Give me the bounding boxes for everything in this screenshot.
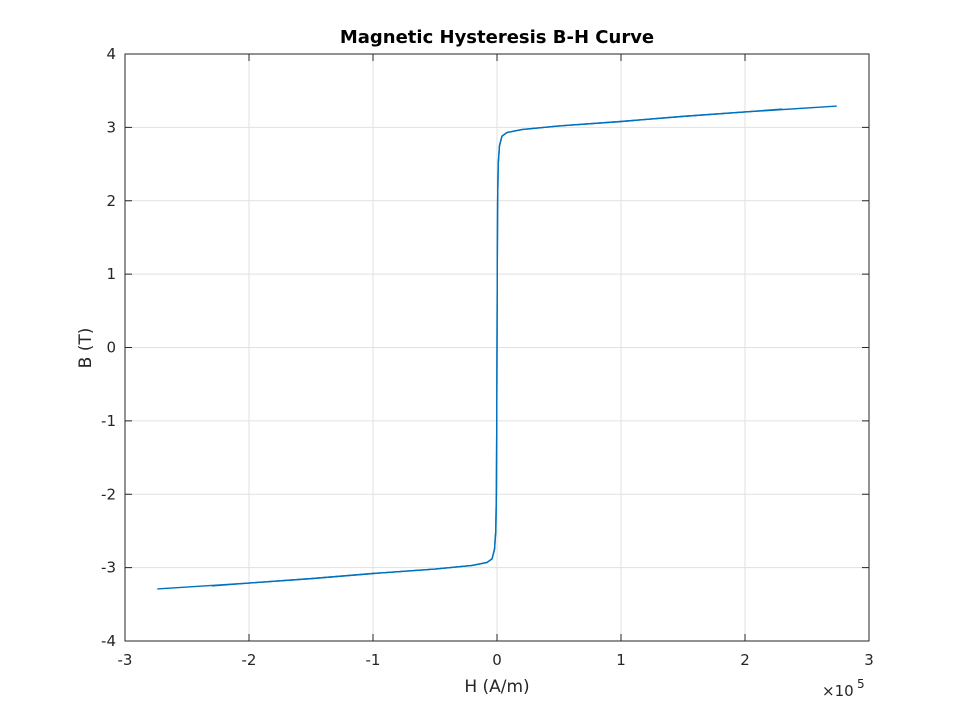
x-tick-label: 1 <box>616 651 626 669</box>
x-tick-label: -3 <box>118 651 133 669</box>
y-axis-label: B (T) <box>76 328 96 369</box>
y-tick-label: 4 <box>106 45 116 63</box>
x-axis-label: H (A/m) <box>464 677 529 697</box>
x-tick-label: -2 <box>242 651 257 669</box>
x-tick-label: 0 <box>492 651 502 669</box>
x-tick-label: 3 <box>864 651 874 669</box>
y-tick-label: -2 <box>101 485 116 503</box>
series-line-2 <box>157 108 783 590</box>
y-tick-label: -1 <box>101 412 116 430</box>
data-series <box>157 105 837 590</box>
y-tick-label: 2 <box>106 192 116 210</box>
x-axis-exponent: ×10 5 <box>822 677 865 700</box>
x-exponent-base: ×10 <box>822 682 854 700</box>
tick-marks <box>124 53 870 642</box>
y-tick-label: -4 <box>101 632 116 650</box>
x-tick-label: -1 <box>366 651 381 669</box>
y-tick-label: 0 <box>106 339 116 357</box>
y-tick-label: 3 <box>106 118 116 136</box>
x-tick-label: 2 <box>740 651 750 669</box>
y-tick-label: -3 <box>101 559 116 577</box>
x-exponent-power: 5 <box>857 677 865 691</box>
chart-title: Magnetic Hysteresis B-H Curve <box>340 27 654 48</box>
y-tick-label: 1 <box>106 265 116 283</box>
